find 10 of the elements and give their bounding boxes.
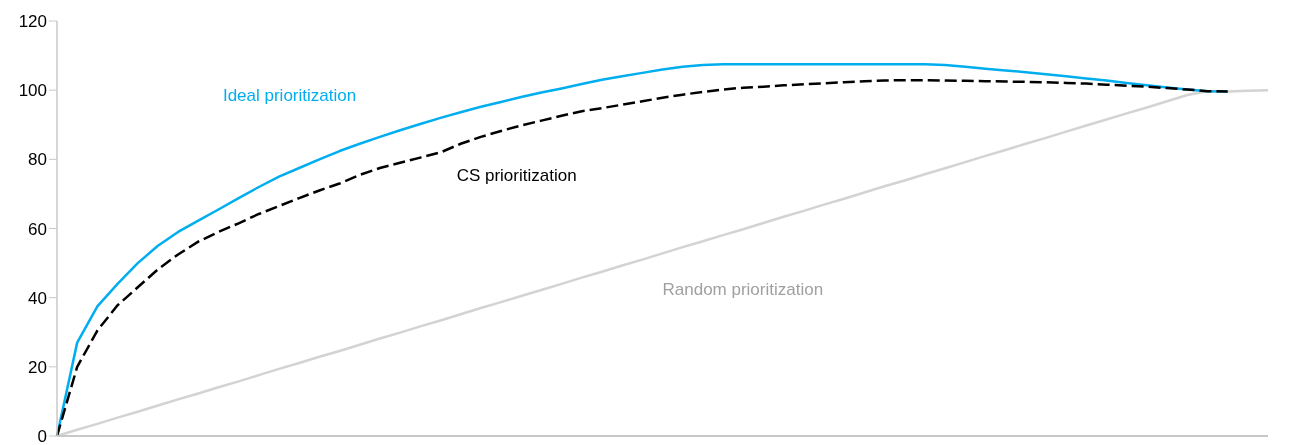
y-tick-label: 20 — [28, 357, 47, 377]
y-tick-label: 0 — [37, 427, 47, 445]
y-tick-label: 100 — [18, 81, 47, 101]
y-tick-label: 80 — [28, 150, 47, 170]
y-tick-label: 120 — [18, 12, 47, 32]
y-tick-label: 40 — [28, 288, 47, 308]
y-tick-label: 60 — [28, 219, 47, 239]
series-label: CS prioritization — [456, 166, 577, 186]
series-label: Random prioritization — [662, 280, 824, 300]
text: Ideal prioritization — [222, 86, 357, 106]
